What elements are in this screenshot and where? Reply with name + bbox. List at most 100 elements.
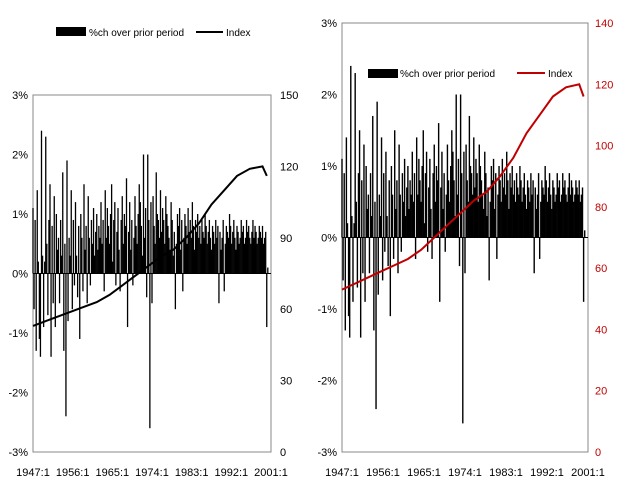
bar <box>82 273 84 292</box>
bar <box>469 166 472 238</box>
bar <box>447 180 450 238</box>
x-tick-label: 1947:1 <box>16 467 50 479</box>
bar <box>430 208 432 238</box>
bar <box>257 237 259 274</box>
bar <box>201 219 203 274</box>
left-legend: %ch over prior period Index <box>56 27 250 39</box>
bar <box>491 180 494 238</box>
bar <box>227 237 230 274</box>
bar <box>246 231 249 274</box>
bar <box>41 255 44 274</box>
bar <box>255 231 257 274</box>
bar <box>512 194 515 238</box>
bar <box>395 208 397 238</box>
bar <box>235 249 237 274</box>
legend-bar-swatch <box>56 27 86 36</box>
bar <box>232 231 234 274</box>
bar <box>525 208 528 238</box>
bar <box>450 166 452 238</box>
bar <box>462 237 464 424</box>
bar <box>584 230 586 238</box>
bar <box>568 173 571 238</box>
right-tick-label: 40 <box>595 324 607 336</box>
bar <box>480 180 483 238</box>
bar <box>364 237 366 302</box>
bar <box>435 166 438 238</box>
bar <box>35 273 37 351</box>
bar <box>503 173 506 238</box>
right-legend: %ch over prior period Index <box>368 69 572 80</box>
x-tick-label: 1974:1 <box>448 467 482 479</box>
bar <box>409 180 411 238</box>
bar <box>130 249 132 274</box>
bar <box>461 173 463 238</box>
bar <box>534 187 536 238</box>
bar <box>396 180 398 238</box>
left-tick-label: -2% <box>317 376 337 388</box>
bar <box>417 194 419 238</box>
bar <box>514 201 517 238</box>
bar <box>56 249 59 274</box>
x-tick-label: 1983:1 <box>175 467 209 479</box>
bar <box>163 219 165 274</box>
bar <box>344 237 346 331</box>
bar <box>185 225 187 274</box>
bar <box>226 231 229 274</box>
bar <box>88 237 90 274</box>
bar <box>234 237 236 274</box>
bar <box>502 187 505 238</box>
bar <box>454 216 456 238</box>
bar <box>387 237 389 267</box>
index-line <box>341 83 585 291</box>
bar <box>61 255 63 274</box>
bar <box>149 273 151 429</box>
bar <box>486 216 488 238</box>
bar <box>86 273 88 304</box>
bar <box>200 243 202 274</box>
bar <box>58 273 61 304</box>
bar <box>260 237 263 274</box>
left-tick-label: -3% <box>317 447 337 459</box>
bar <box>44 261 46 274</box>
bar <box>459 94 462 238</box>
bar <box>537 173 540 238</box>
bar <box>48 219 50 274</box>
bar <box>38 273 41 339</box>
left-tick-label: 0% <box>12 269 28 281</box>
x-tick-label: 2001:1 <box>571 467 605 479</box>
bar <box>535 208 538 238</box>
bar <box>501 158 504 238</box>
bar <box>141 255 144 274</box>
bar <box>110 184 113 274</box>
x-tick-label: 1947:1 <box>325 467 359 479</box>
bar <box>243 243 246 274</box>
bar <box>432 173 434 238</box>
bar <box>69 255 71 274</box>
bar <box>530 173 532 238</box>
bar <box>129 202 131 274</box>
bar <box>212 231 215 274</box>
bar <box>557 187 560 238</box>
bar <box>83 184 85 274</box>
bar <box>388 180 390 238</box>
bar <box>256 243 258 274</box>
bar <box>479 166 482 238</box>
bar <box>444 237 446 252</box>
bar <box>143 237 146 274</box>
bar <box>405 216 407 238</box>
right-tick-label: 90 <box>280 233 292 245</box>
bar <box>553 187 555 238</box>
bar <box>511 166 513 238</box>
bar <box>528 187 530 238</box>
bar <box>119 273 121 292</box>
bar <box>198 237 200 274</box>
left-tick-label: -2% <box>8 388 28 400</box>
bar <box>228 214 231 274</box>
bar <box>175 243 178 274</box>
bar <box>468 115 471 238</box>
bar <box>495 173 497 238</box>
left-tick-label: -1% <box>317 304 337 316</box>
bar <box>89 273 92 286</box>
bar <box>125 178 128 274</box>
bar <box>361 180 363 238</box>
